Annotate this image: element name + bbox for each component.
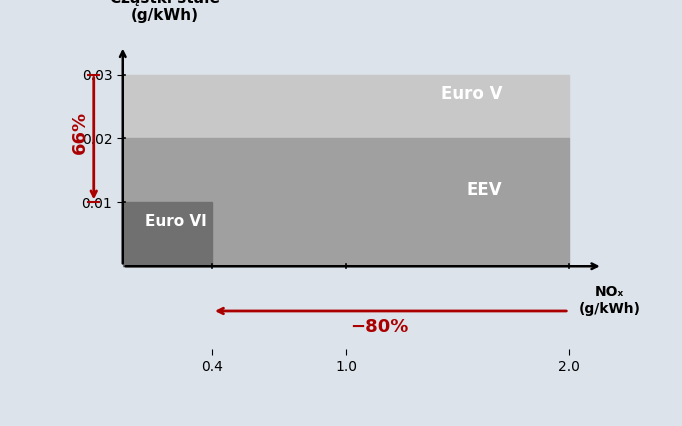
Text: EEV: EEV xyxy=(466,181,502,199)
Text: 66%: 66% xyxy=(72,110,89,154)
Bar xyxy=(123,138,569,266)
Bar xyxy=(123,75,569,138)
Text: Euro V: Euro V xyxy=(441,85,502,103)
Text: NOₓ
(g/kWh): NOₓ (g/kWh) xyxy=(578,285,640,316)
Text: Euro VI: Euro VI xyxy=(145,214,207,229)
Text: Cząstki stałe
(g/kWh): Cząstki stałe (g/kWh) xyxy=(110,0,220,23)
Bar xyxy=(123,202,212,266)
Text: −80%: −80% xyxy=(351,318,409,336)
